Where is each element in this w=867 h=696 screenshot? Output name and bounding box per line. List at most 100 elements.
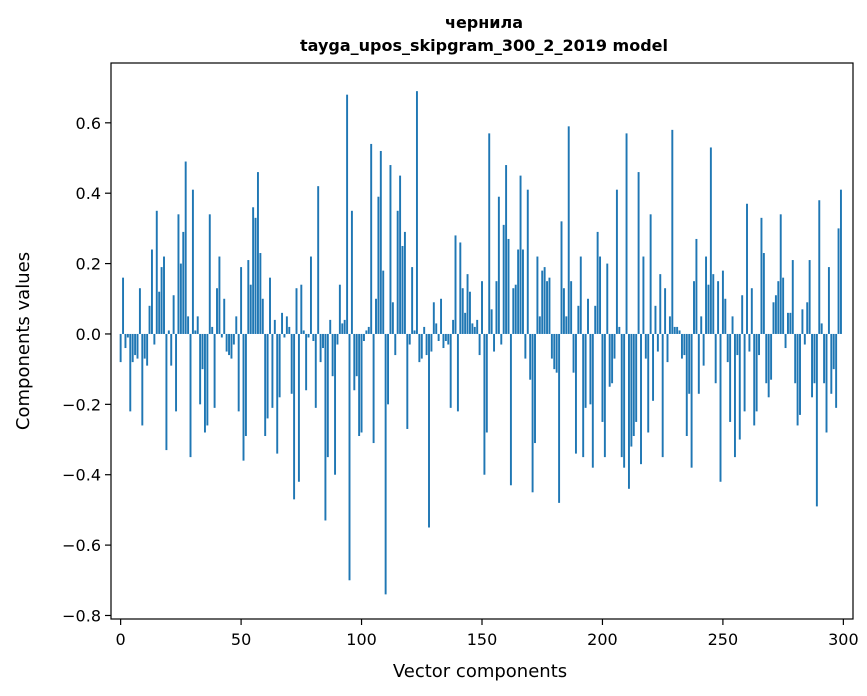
bar-243 xyxy=(705,256,708,334)
bar-156 xyxy=(495,281,498,334)
y-tick-label: −0.6 xyxy=(62,536,101,555)
bar-82 xyxy=(317,186,320,334)
bar-210 xyxy=(625,133,628,334)
bar-240 xyxy=(697,333,700,394)
bar-277 xyxy=(786,312,789,334)
x-tick-label: 150 xyxy=(467,630,498,649)
bar-266 xyxy=(760,217,763,334)
bar-296 xyxy=(832,333,835,370)
bar-181 xyxy=(555,333,558,373)
bar-42 xyxy=(220,333,223,338)
bar-0 xyxy=(119,333,122,363)
bar-90 xyxy=(336,333,339,345)
bar-165 xyxy=(517,249,520,334)
bar-231 xyxy=(676,326,679,334)
bar-91 xyxy=(338,284,341,334)
bar-281 xyxy=(796,333,799,426)
bar-212 xyxy=(630,333,633,447)
bar-265 xyxy=(758,333,761,356)
bar-171 xyxy=(531,333,534,493)
bar-70 xyxy=(288,326,291,334)
bar-255 xyxy=(733,333,736,458)
bar-227 xyxy=(666,333,669,363)
x-tick-label: 200 xyxy=(587,630,618,649)
bar-213 xyxy=(632,333,635,437)
bar-136 xyxy=(447,333,450,345)
bar-262 xyxy=(750,288,753,334)
bar-237 xyxy=(690,333,693,468)
bar-29 xyxy=(189,333,192,458)
bar-49 xyxy=(237,333,240,412)
bar-215 xyxy=(637,172,640,334)
bar-236 xyxy=(688,333,691,394)
bar-73 xyxy=(295,288,298,334)
bar-10 xyxy=(143,333,146,359)
bar-114 xyxy=(394,333,397,356)
y-axis-label: Components values xyxy=(13,252,34,430)
bar-149 xyxy=(478,333,481,356)
bar-series xyxy=(119,91,842,595)
bar-140 xyxy=(456,333,459,412)
bar-61 xyxy=(266,333,269,419)
bar-164 xyxy=(514,284,517,334)
bar-246 xyxy=(712,274,715,334)
bar-137 xyxy=(449,333,452,408)
bar-121 xyxy=(411,267,414,334)
bar-128 xyxy=(428,333,430,528)
bar-193 xyxy=(584,333,587,408)
bar-223 xyxy=(656,333,659,352)
bar-102 xyxy=(365,330,368,334)
bar-162 xyxy=(509,333,512,486)
bar-54 xyxy=(249,284,252,334)
chart-title: чернила xyxy=(445,13,523,32)
bar-40 xyxy=(216,288,218,334)
bar-117 xyxy=(401,245,404,334)
bar-86 xyxy=(326,333,329,458)
bar-254 xyxy=(731,316,734,334)
bar-151 xyxy=(483,333,486,475)
bar-118 xyxy=(403,231,406,334)
bar-297 xyxy=(835,333,838,408)
bar-112 xyxy=(389,165,392,334)
bar-248 xyxy=(717,281,720,334)
bar-46 xyxy=(230,333,233,359)
y-tick-label: −0.2 xyxy=(62,395,101,414)
bar-142 xyxy=(461,288,464,334)
bar-185 xyxy=(565,316,568,334)
bar-48 xyxy=(235,316,238,334)
bar-68 xyxy=(283,333,286,338)
bar-169 xyxy=(526,189,529,334)
bar-276 xyxy=(784,333,787,349)
bar-20 xyxy=(167,330,170,334)
bar-133 xyxy=(440,298,443,334)
bar-152 xyxy=(485,333,488,433)
bar-94 xyxy=(346,94,349,334)
bar-71 xyxy=(290,333,293,394)
bar-220 xyxy=(649,214,652,334)
bar-14 xyxy=(153,333,156,345)
bar-125 xyxy=(420,333,423,359)
bar-36 xyxy=(206,333,209,426)
bar-158 xyxy=(500,333,503,345)
bar-284 xyxy=(803,333,806,345)
bar-69 xyxy=(285,316,288,334)
bar-229 xyxy=(671,129,674,334)
x-tick-label: 0 xyxy=(116,630,126,649)
bar-143 xyxy=(464,312,467,334)
bar-38 xyxy=(211,326,214,334)
bar-56 xyxy=(254,217,257,334)
bar-37 xyxy=(208,214,211,334)
bar-187 xyxy=(570,281,573,334)
bar-67 xyxy=(281,312,284,334)
bar-198 xyxy=(596,231,599,334)
bar-261 xyxy=(748,333,751,352)
bar-34 xyxy=(201,333,204,370)
bar-76 xyxy=(302,330,305,334)
bar-110 xyxy=(384,333,387,595)
bar-258 xyxy=(741,295,744,334)
bar-146 xyxy=(471,323,474,334)
bar-217 xyxy=(642,256,645,334)
bar-174 xyxy=(538,316,541,334)
bar-131 xyxy=(435,323,438,334)
